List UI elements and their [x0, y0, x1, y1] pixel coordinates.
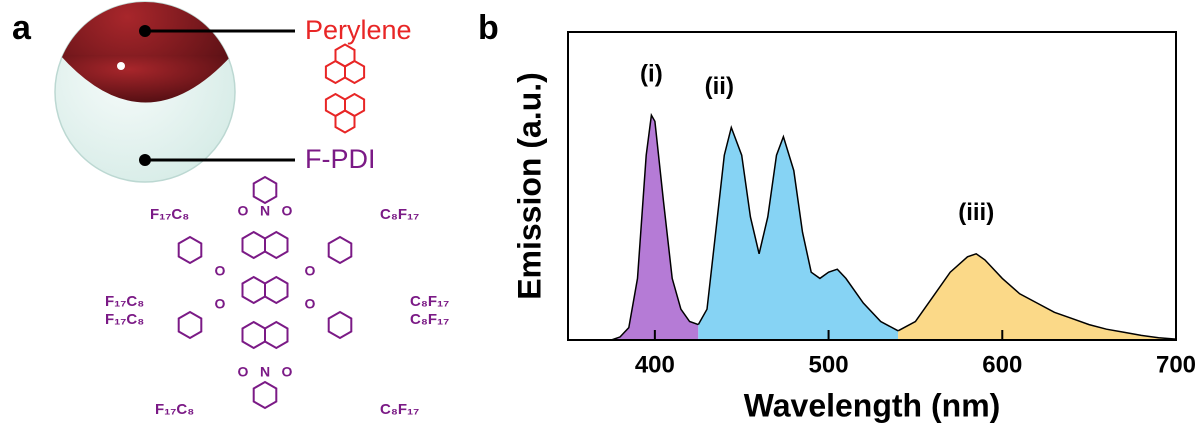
atom-label: O	[282, 203, 293, 219]
ring	[334, 109, 356, 134]
x-tick-label: 400	[635, 351, 675, 378]
x-tick-label: 700	[1156, 351, 1196, 378]
ring	[241, 320, 266, 350]
ring	[264, 320, 289, 350]
leader-dot	[139, 25, 151, 37]
panel-label: a	[12, 9, 32, 47]
area-outline	[697, 124, 899, 332]
substituent-label: F₁₇C₈	[155, 401, 194, 418]
y-axis-label: Emission (a.u.)	[511, 72, 547, 300]
ring	[334, 43, 356, 68]
ring	[327, 235, 353, 265]
panel-a: a Perylene F-PDI	[12, 1, 412, 410]
area	[898, 253, 1176, 340]
x-axis-label: Wavelength (nm)	[744, 387, 1001, 423]
substituent-label: F₁₇C₈	[105, 311, 144, 328]
region-label: (ii)	[705, 73, 734, 100]
area	[698, 127, 899, 340]
x-tick-label: 600	[982, 351, 1022, 378]
area	[611, 115, 699, 340]
highlight	[117, 62, 125, 70]
ring	[241, 275, 266, 305]
ring	[177, 235, 203, 265]
x-tick-label: 500	[809, 351, 849, 378]
leader-dot	[139, 154, 151, 166]
panel-b: b (i) (ii) (iii) 400 500 600 700 Wavelength (nm…	[478, 9, 1196, 423]
substituent-label: C₈F₁₇	[380, 401, 419, 418]
perylene-label: Perylene	[305, 15, 412, 45]
atom-label: O	[215, 296, 226, 312]
ring	[252, 175, 278, 205]
ring	[264, 275, 289, 305]
substituent-label: C₈F₁₇	[380, 206, 419, 223]
atom-label: O	[305, 263, 316, 279]
fpdi-structure	[177, 175, 353, 410]
substituent-label: C₈F₁₇	[410, 293, 449, 310]
atom-label: O	[305, 296, 316, 312]
ring	[252, 380, 278, 410]
perylene-structure	[324, 43, 366, 134]
atom-label: O	[215, 263, 226, 279]
fpdi-label: F-PDI	[305, 144, 376, 174]
ring	[264, 230, 289, 260]
substituent-label: F₁₇C₈	[105, 293, 144, 310]
atom-label: O	[282, 364, 293, 380]
region-label: (iii)	[958, 199, 994, 226]
area-outline	[611, 112, 699, 341]
ring	[241, 230, 266, 260]
region-label: (i)	[640, 61, 663, 88]
atom-label: N	[260, 203, 270, 219]
plot-frame	[567, 31, 1177, 341]
substituent-label: F₁₇C₈	[150, 206, 189, 223]
area-outline	[897, 252, 1177, 340]
atom-label: N	[260, 364, 270, 380]
ring	[177, 310, 203, 340]
substituent-label: C₈F₁₇	[410, 311, 449, 328]
atom-label: O	[238, 364, 249, 380]
atom-label: O	[238, 203, 249, 219]
panel-label: b	[478, 9, 499, 47]
ring	[327, 310, 353, 340]
